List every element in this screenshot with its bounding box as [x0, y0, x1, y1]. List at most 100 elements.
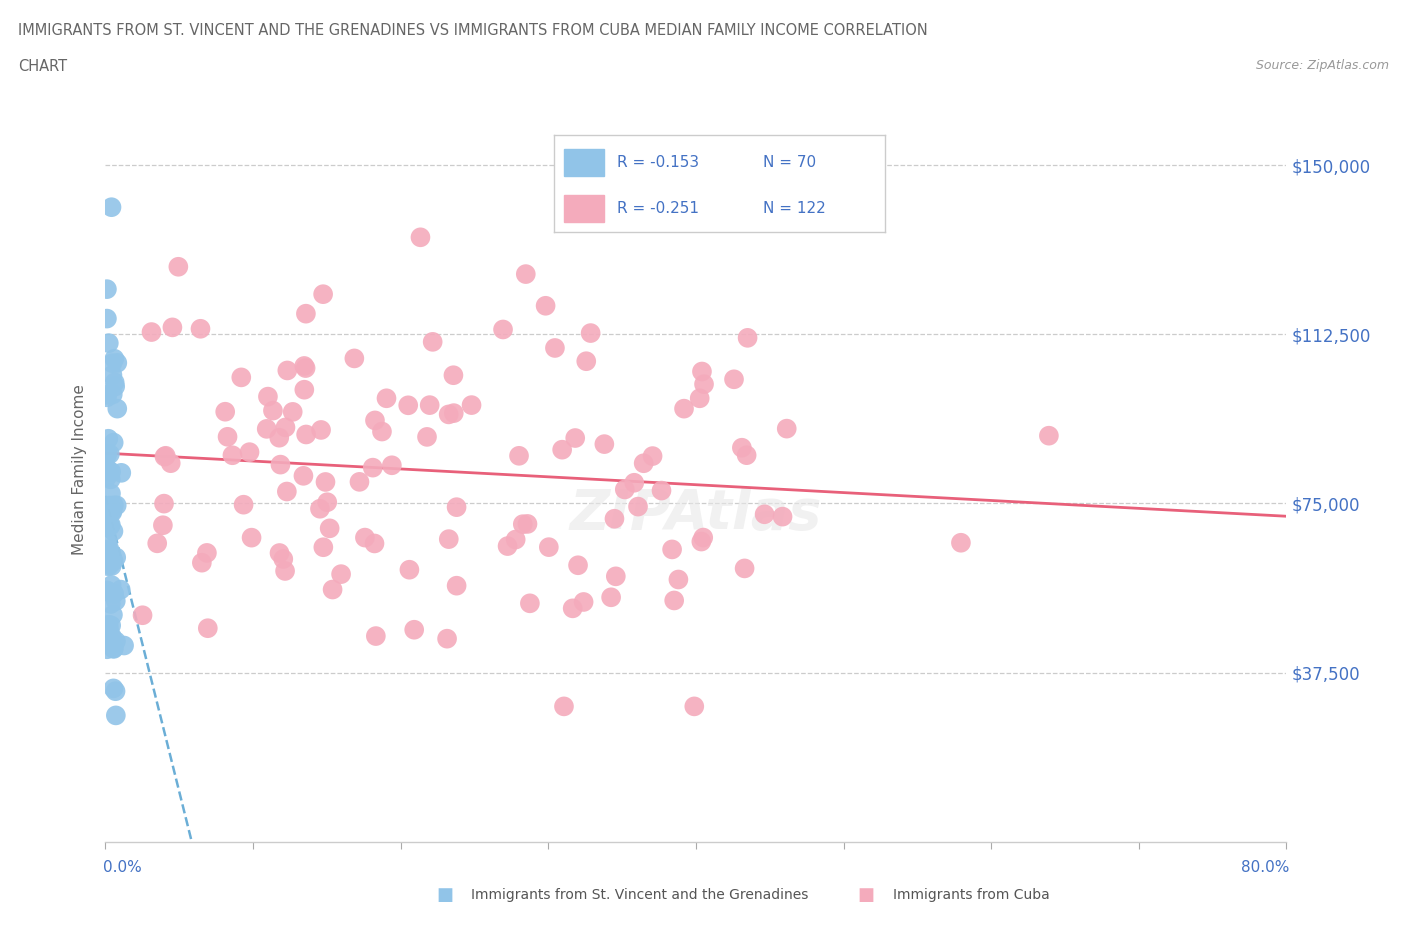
Point: [534, 299, 557, 313]
Point: [398, 563, 420, 578]
Point: [231, 370, 253, 385]
Point: [519, 596, 541, 611]
Point: [512, 517, 534, 532]
Point: [141, 325, 163, 339]
Point: [515, 267, 537, 282]
Point: [437, 407, 460, 422]
Text: N = 70: N = 70: [762, 155, 815, 170]
Point: [103, 586, 125, 601]
Point: [103, 524, 125, 538]
Point: [364, 413, 387, 428]
Point: [734, 561, 756, 576]
Point: [146, 536, 169, 551]
Point: [274, 564, 297, 578]
Point: [97, 549, 120, 564]
Point: [96, 282, 118, 297]
Point: [633, 456, 655, 471]
Point: [96, 546, 118, 561]
Point: [153, 449, 176, 464]
Point: [776, 421, 799, 436]
Point: [553, 699, 575, 714]
Point: [103, 642, 125, 657]
Point: [103, 553, 125, 568]
Point: [314, 474, 336, 489]
Point: [100, 517, 122, 532]
Point: [446, 578, 468, 593]
Point: [274, 420, 297, 435]
Text: ZIPAtlas: ZIPAtlas: [569, 487, 823, 541]
Point: [100, 464, 122, 479]
Point: [96, 620, 118, 635]
Point: [96, 446, 118, 461]
Y-axis label: Median Family Income: Median Family Income: [72, 384, 87, 555]
Text: 0.0%: 0.0%: [103, 860, 142, 875]
Point: [354, 530, 377, 545]
Point: [505, 532, 527, 547]
Bar: [564, 150, 603, 177]
Point: [100, 556, 122, 571]
Point: [103, 498, 125, 512]
Point: [100, 618, 122, 632]
Text: Immigrants from St. Vincent and the Grenadines: Immigrants from St. Vincent and the Gren…: [471, 888, 808, 902]
Point: [613, 482, 636, 497]
Point: [101, 552, 124, 567]
Point: [103, 435, 125, 450]
Point: [155, 448, 177, 463]
Point: [371, 424, 394, 439]
Point: [692, 530, 714, 545]
Point: [96, 390, 118, 405]
Point: [627, 499, 650, 514]
Point: [269, 546, 291, 561]
Point: [661, 542, 683, 557]
Point: [191, 555, 214, 570]
Point: [343, 351, 366, 365]
Point: [276, 485, 298, 499]
Point: [650, 483, 672, 498]
Point: [112, 638, 135, 653]
Point: [101, 356, 124, 371]
Point: [98, 541, 121, 556]
Point: [600, 590, 623, 604]
Point: [97, 559, 120, 574]
Point: [496, 538, 519, 553]
Point: [295, 427, 318, 442]
Point: [316, 495, 339, 510]
Point: [579, 326, 602, 340]
Point: [97, 544, 120, 559]
Point: [103, 681, 125, 696]
Point: [737, 330, 759, 345]
Point: [238, 445, 260, 459]
Point: [330, 566, 353, 581]
Point: [97, 463, 120, 478]
Point: [437, 532, 460, 547]
Point: [97, 336, 120, 351]
Point: [436, 631, 458, 646]
Point: [544, 340, 567, 355]
Point: [96, 583, 118, 598]
Point: [295, 306, 318, 321]
Point: [101, 503, 124, 518]
Point: [257, 389, 280, 404]
Point: [664, 593, 686, 608]
Point: [101, 607, 124, 622]
Point: [100, 472, 122, 486]
Text: 80.0%: 80.0%: [1241, 860, 1289, 875]
Point: [516, 516, 538, 531]
Point: [110, 465, 132, 480]
Point: [689, 391, 711, 405]
Point: [110, 582, 132, 597]
Point: [96, 642, 118, 657]
Point: [693, 377, 716, 392]
Point: [96, 448, 118, 463]
Point: [404, 622, 426, 637]
Point: [446, 499, 468, 514]
Point: [100, 578, 122, 592]
Point: [262, 404, 284, 418]
Point: [735, 447, 758, 462]
Point: [731, 440, 754, 455]
Point: [190, 322, 212, 337]
Point: [97, 536, 120, 551]
Point: [240, 530, 263, 545]
Point: [98, 498, 121, 513]
Point: [949, 536, 972, 551]
